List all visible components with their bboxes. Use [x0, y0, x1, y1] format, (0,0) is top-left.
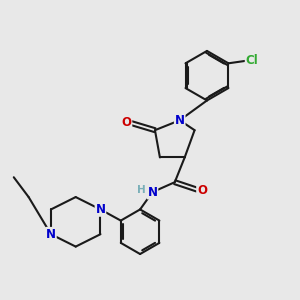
Text: O: O — [197, 184, 207, 197]
Text: N: N — [148, 186, 158, 199]
Text: O: O — [122, 116, 131, 129]
Text: N: N — [175, 114, 185, 127]
Text: Cl: Cl — [246, 54, 258, 67]
Text: H: H — [137, 184, 146, 195]
Text: N: N — [95, 203, 106, 216]
Text: N: N — [46, 228, 56, 241]
